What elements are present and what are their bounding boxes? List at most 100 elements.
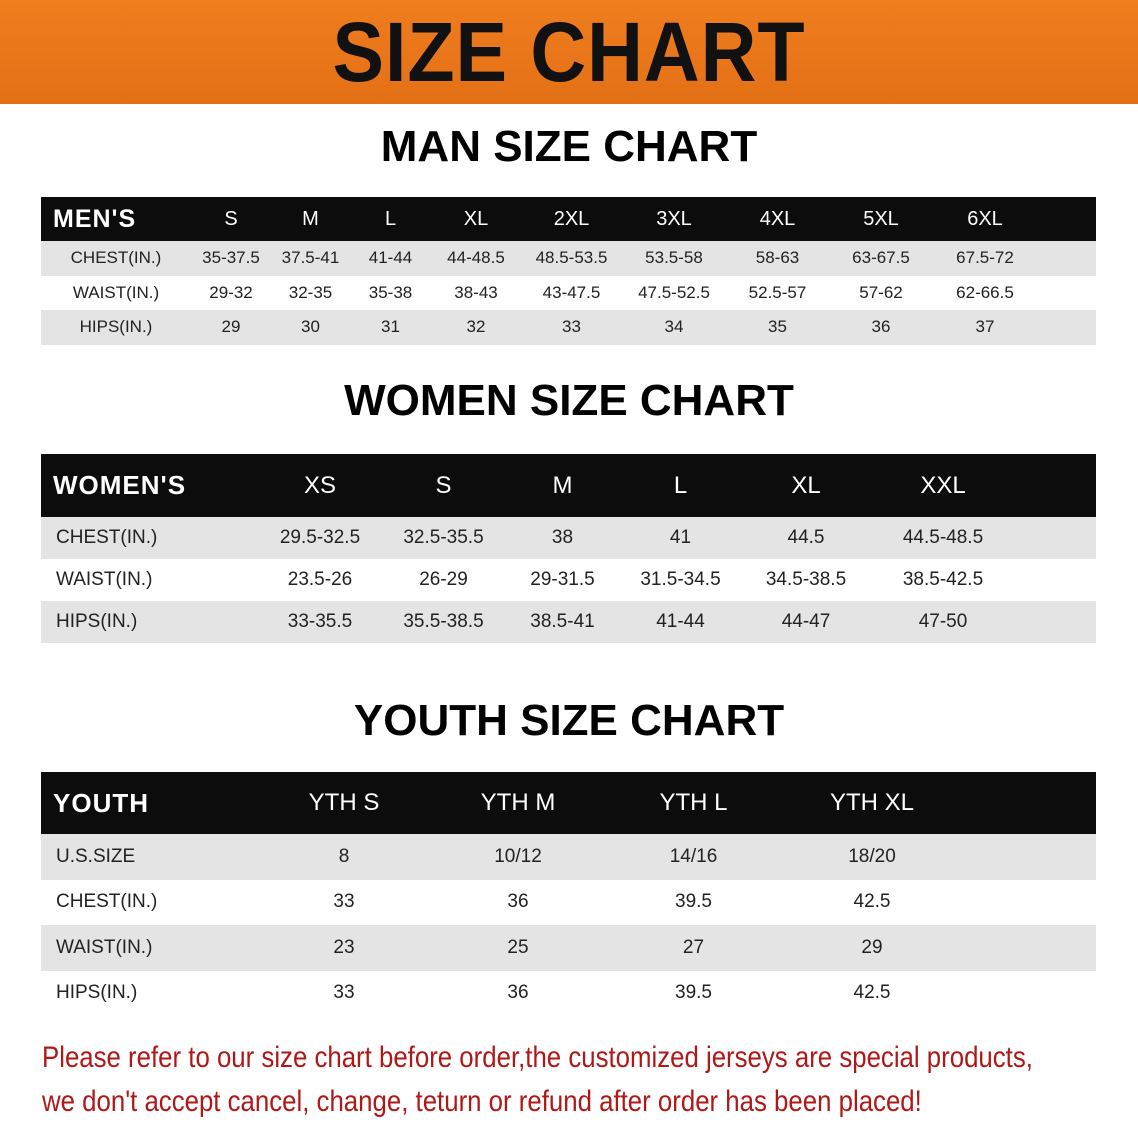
table-cell: 38.5-42.5 [902, 569, 984, 590]
table-cell: 23.5-26 [287, 569, 353, 590]
table-cell: 32 [466, 317, 486, 337]
table-cell: L [384, 207, 397, 230]
table-row: CHEST(IN.) 33 36 39.5 42.5 [41, 879, 1096, 925]
table-cell: 34.5-38.5 [765, 569, 847, 590]
table-cell: 35.5-38.5 [403, 611, 484, 632]
table-cell: 31.5-34.5 [640, 569, 721, 590]
table-cell: 35 [768, 317, 787, 337]
table-cell: 38.5-41 [530, 611, 595, 632]
table-cell: 30 [301, 317, 320, 337]
table-cell: 35-38 [368, 282, 413, 302]
table-cell: 31 [381, 317, 400, 337]
table-cell: 34 [664, 317, 684, 337]
table-cell: XL [791, 471, 821, 499]
men-section-title: MAN SIZE CHART [380, 122, 758, 171]
table-cell: 44.5 [787, 527, 825, 548]
table-cell: 32.5-35.5 [403, 527, 484, 548]
table-cell: 47-50 [918, 611, 968, 632]
table-cell: 63-67.5 [852, 248, 910, 268]
table-cell: 2XL [553, 207, 590, 230]
table-cell: 36 [507, 891, 529, 913]
table-cell: XS [303, 471, 336, 499]
table-cell: 3XL [656, 207, 692, 230]
table-row: HIPS(IN.) 33 36 39.5 42.5 [41, 970, 1096, 1016]
table-cell: YTH XL [829, 789, 915, 816]
table-cell: 37 [975, 317, 995, 337]
table-cell: 62-66.5 [956, 282, 1014, 302]
table-cell: 52.5-57 [748, 282, 807, 302]
row-label: HIPS(IN.) [79, 317, 153, 337]
row-label: WAIST(IN.) [56, 936, 153, 958]
table-cell: 5XL [863, 207, 899, 230]
table-cell: 48.5-53.5 [535, 248, 608, 268]
table-cell: 44.5-48.5 [902, 527, 984, 548]
table-cell: 39.5 [675, 982, 712, 1004]
table-cell: 29.5-32.5 [279, 527, 361, 548]
table-row: CHEST(IN.) 29.5-32.5 32.5-35.5 38 41 44.5 44.5… [41, 517, 1096, 559]
women-section-title: WOMEN SIZE CHART [344, 376, 794, 425]
notice-line-1: Please refer to our size chart before or… [42, 1041, 1033, 1074]
row-label: HIPS(IN.) [56, 611, 138, 632]
banner: SIZE CHART [0, 0, 1138, 104]
table-cell: S [435, 471, 452, 499]
table-cell: 47.5-52.5 [638, 282, 710, 302]
row-label: WOMEN'S [53, 470, 187, 500]
notice-line-2: we don't accept cancel, change, teturn o… [42, 1085, 922, 1118]
table-cell: 29 [221, 317, 241, 337]
table-cell: 25 [507, 936, 529, 958]
table-row: WAIST(IN.) 23 25 27 29 [41, 925, 1096, 971]
row-label: U.S.SIZE [56, 845, 136, 867]
table-row: CHEST(IN.) 35-37.5 37.5-41 41-44 44-48.5 48.5… [41, 241, 1096, 276]
row-label: WAIST(IN.) [72, 282, 160, 302]
table-cell: 53.5-58 [645, 248, 703, 268]
table-row: WAIST(IN.) 29-32 32-35 35-38 38-43 43-47.5 47.… [41, 275, 1096, 310]
table-cell: YTH M [480, 789, 556, 816]
table-cell: XXL [920, 471, 966, 499]
table-cell: 36 [507, 982, 529, 1004]
banner-title: SIZE CHART [332, 4, 806, 99]
table-cell: 29-31.5 [530, 569, 595, 590]
table-cell: 38 [551, 527, 574, 548]
table-cell: 41-44 [656, 611, 705, 632]
row-label: HIPS(IN.) [56, 982, 138, 1004]
table-cell: YTH L [659, 789, 728, 816]
table-header-row: YOUTH YTH S YTH M YTH L YTH XL [41, 772, 1096, 834]
table-cell: 57-62 [859, 282, 903, 302]
women-size-table: WOMEN'S XS S M L XL XXL CHEST(IN.) 29.5-32.5 32.5… [41, 454, 1096, 643]
row-label: YOUTH [53, 787, 149, 818]
table-cell: 10/12 [494, 845, 542, 867]
row-label: CHEST(IN.) [70, 248, 162, 268]
table-cell: M [302, 207, 319, 230]
table-cell: 38-43 [454, 282, 498, 302]
table-cell: 42.5 [853, 891, 891, 913]
table-cell: 29 [861, 936, 883, 958]
youth-size-table: YOUTH YTH S YTH M YTH L YTH XL U.S.SIZE 8 10/12… [41, 772, 1096, 1016]
table-cell: 35-37.5 [202, 248, 260, 268]
table-cell: 6XL [967, 207, 1003, 230]
table-cell: S [224, 207, 238, 230]
table-cell: 58-63 [755, 248, 800, 268]
table-header-row: MEN'S S M L XL 2XL 3XL 4XL 5XL 6XL [41, 197, 1096, 241]
table-cell: 36 [871, 317, 891, 337]
table-row: HIPS(IN.) 33-35.5 35.5-38.5 38.5-41 41-44 44-… [41, 601, 1096, 643]
table-row: HIPS(IN.) 29 30 31 32 33 34 35 36 37 [41, 310, 1096, 345]
men-size-table: MEN'S S M L XL 2XL 3XL 4XL 5XL 6XL CHEST(IN.) 35-37… [41, 197, 1096, 345]
table-cell: 33 [333, 982, 355, 1004]
table-cell: 26-29 [419, 569, 468, 590]
row-label: MEN'S [53, 204, 137, 233]
table-cell: 29-32 [209, 282, 253, 302]
table-cell: 23 [333, 936, 355, 958]
table-cell: 42.5 [853, 982, 891, 1004]
table-cell: YTH S [308, 789, 380, 816]
table-cell: 27 [682, 936, 705, 958]
table-cell: 41-44 [368, 248, 413, 268]
row-label: WAIST(IN.) [56, 569, 153, 590]
table-cell: 18/20 [848, 845, 896, 867]
table-cell: XL [463, 207, 489, 230]
table-row: U.S.SIZE 8 10/12 14/16 18/20 [41, 834, 1096, 880]
table-cell: 8 [338, 845, 350, 867]
youth-section-title: YOUTH SIZE CHART [353, 696, 785, 745]
table-row: WAIST(IN.) 23.5-26 26-29 29-31.5 31.5-34.5 34… [41, 559, 1096, 601]
table-cell: 33 [333, 891, 355, 913]
table-cell: 39.5 [675, 891, 712, 913]
